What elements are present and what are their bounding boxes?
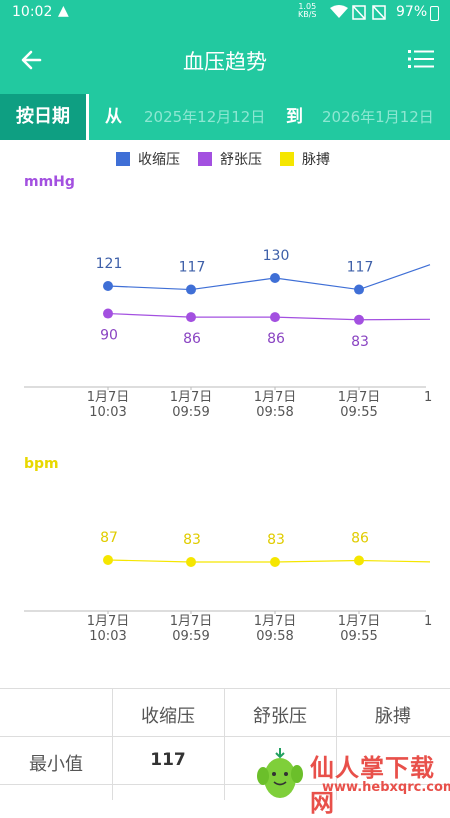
data-label: 117 (347, 260, 374, 276)
status-bar: 10:02 ▲ 1.05 KB/S 97% (0, 0, 450, 26)
table-header-diastolic: 舒张压 (253, 706, 307, 727)
data-point[interactable] (354, 284, 364, 295)
x-tick-label: 1月7日 09:59 (170, 390, 213, 420)
pulse-unit-label: bpm (24, 456, 59, 472)
data-label: 117 (179, 260, 206, 276)
date-filter-bar: 按日期 从 2025年12月12日 到 2026年1月12日 (0, 94, 450, 140)
back-arrow-icon[interactable] (18, 46, 48, 74)
from-label: 从 (105, 107, 122, 127)
data-point[interactable] (354, 555, 364, 566)
table-divider (0, 784, 450, 785)
legend-label-systolic: 收缩压 (138, 152, 180, 168)
cactus-logo-icon (257, 748, 303, 798)
series-line (107, 312, 431, 321)
wifi-icon (330, 5, 348, 23)
warning-icon: ▲ (58, 3, 69, 19)
data-label: 83 (351, 334, 369, 350)
data-point[interactable] (103, 308, 113, 319)
x-tick-label-partial: 1 (424, 614, 432, 629)
end-date-picker[interactable]: 2026年1月12日 (322, 108, 434, 126)
legend-systolic: 收缩压 (116, 150, 180, 170)
data-point[interactable] (186, 312, 196, 323)
no-sim-icon (352, 5, 366, 24)
data-label: 86 (267, 331, 285, 347)
legend-swatch-pulse (280, 152, 294, 166)
network-speed-unit: KB/S (298, 10, 317, 19)
x-tick-label: 1月7日 09:58 (254, 390, 297, 420)
stats-table (0, 688, 450, 801)
no-sim-icon-2 (372, 5, 386, 24)
data-label: 86 (183, 331, 201, 347)
table-divider (0, 736, 450, 737)
data-point[interactable] (270, 557, 280, 567)
series-line (107, 559, 431, 563)
x-tick-label-partial: 1 (424, 390, 432, 405)
x-tick-label: 1月7日 09:55 (338, 614, 381, 644)
data-label: 121 (96, 256, 123, 272)
table-divider (224, 688, 225, 800)
table-header-systolic: 收缩压 (141, 706, 195, 727)
data-label: 130 (263, 248, 290, 264)
watermark: 仙人掌下载网 www.hebxqrc.com (250, 744, 450, 817)
legend-label-pulse: 脉搏 (302, 152, 330, 168)
legend-swatch-diastolic (198, 152, 212, 166)
data-point[interactable] (270, 273, 280, 283)
divider (86, 94, 89, 140)
data-point[interactable] (270, 312, 280, 323)
x-tick-label: 1月7日 10:03 (87, 390, 130, 420)
by-date-button[interactable]: 按日期 (0, 94, 86, 140)
data-label: 86 (351, 531, 369, 547)
data-point[interactable] (354, 314, 364, 325)
x-tick-label: 1月7日 09:58 (254, 614, 297, 644)
blood-pressure-chart[interactable]: 1月7日 10:03 1月7日 09:59 1月7日 09:58 1月7日 09:55 1 121… (0, 200, 450, 430)
to-label: 到 (286, 107, 303, 127)
battery-percent: 97% (396, 4, 428, 20)
chart-legend: 收缩压 舒张压 脉搏 (0, 150, 450, 170)
data-label: 83 (267, 532, 285, 548)
watermark-url: www.hebxqrc.com (322, 780, 450, 795)
data-label: 87 (100, 530, 118, 546)
data-point[interactable] (103, 555, 113, 565)
x-tick-label: 1月7日 10:03 (87, 614, 130, 644)
table-header-pulse: 脉搏 (375, 706, 411, 727)
battery-icon (430, 6, 439, 21)
network-speed-value: 1.05 (298, 2, 317, 11)
legend-swatch-systolic (116, 152, 130, 166)
series-line (107, 264, 431, 291)
list-menu-icon[interactable] (408, 48, 434, 70)
data-label: 83 (183, 532, 201, 548)
data-label: 90 (100, 328, 118, 344)
table-divider (112, 688, 113, 800)
page-title: 血压趋势 (183, 50, 267, 74)
table-divider (336, 688, 337, 800)
x-tick-label: 1月7日 09:59 (170, 614, 213, 644)
table-row-label-min: 最小值 (29, 754, 83, 775)
data-point[interactable] (186, 557, 196, 567)
legend-pulse: 脉搏 (280, 150, 330, 170)
table-cell-min-systolic: 117 (150, 750, 186, 770)
start-date-picker[interactable]: 2025年12月12日 (144, 108, 266, 126)
legend-diastolic: 舒张压 (198, 150, 262, 170)
x-tick-label: 1月7日 09:55 (338, 390, 381, 420)
data-point[interactable] (186, 284, 196, 295)
network-speed: 1.05 KB/S (298, 3, 317, 19)
status-time: 10:02 (12, 4, 53, 20)
data-point[interactable] (103, 281, 113, 291)
pulse-chart[interactable]: 1月7日 10:03 1月7日 09:59 1月7日 09:58 1月7日 09:55 1 87 8… (0, 480, 450, 655)
legend-label-diastolic: 舒张压 (220, 152, 262, 168)
app-bar: 血压趋势 (0, 26, 450, 94)
bp-unit-label: mmHg (24, 174, 75, 190)
